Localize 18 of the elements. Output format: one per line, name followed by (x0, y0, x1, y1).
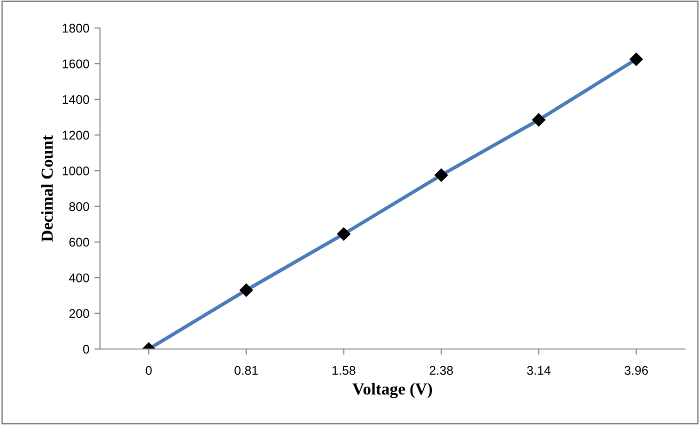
x-tick-label: 1.58 (332, 366, 356, 375)
y-tick-label: 1600 (62, 59, 90, 68)
y-tick-label: 1800 (62, 24, 90, 33)
x-tick-label: 0.81 (234, 366, 258, 375)
y-tick-label: 1400 (62, 95, 90, 104)
y-tick-label: 800 (69, 202, 90, 211)
y-tick-label: 1000 (62, 166, 90, 176)
y-tick-label: 1200 (62, 130, 90, 140)
x-tick-label: 3.96 (624, 366, 648, 375)
x-tick-label: 0 (146, 366, 152, 375)
y-tick-label: 0 (83, 344, 90, 354)
y-tick-label: 400 (69, 273, 90, 282)
x-axis-title: Voltage (V) (352, 382, 432, 398)
y-tick-label: 600 (69, 238, 90, 247)
y-tick-label: 200 (69, 309, 90, 318)
y-axis-title: Decimal Count (41, 135, 53, 242)
x-tick-label: 3.14 (527, 366, 551, 375)
x-tick-label: 2.38 (430, 366, 453, 375)
